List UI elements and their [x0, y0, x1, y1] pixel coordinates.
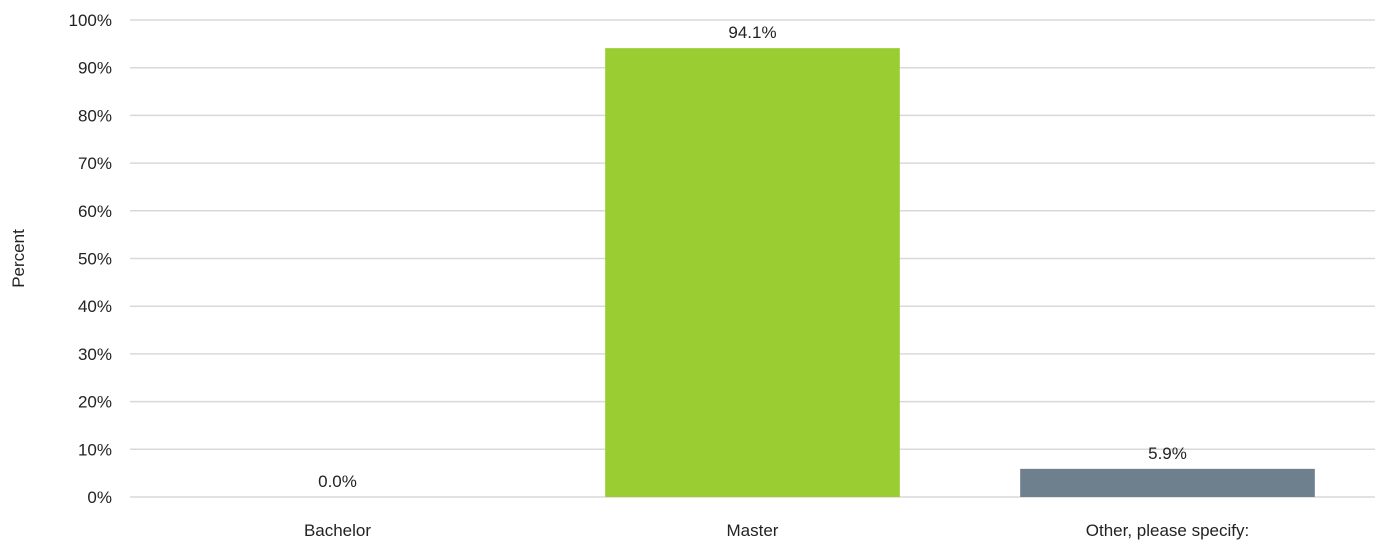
y-axis-title: Percent — [9, 229, 28, 288]
data-labels: 0.0% 94.1% 5.9% — [318, 23, 1187, 491]
y-tick-label: 70% — [78, 154, 112, 173]
bars — [605, 48, 1315, 497]
y-tick-label: 10% — [78, 440, 112, 459]
x-category-label: Master — [727, 521, 779, 540]
x-category-label: Other, please specify: — [1086, 521, 1249, 540]
y-tick-label: 50% — [78, 250, 112, 269]
x-category-label: Bachelor — [304, 521, 371, 540]
y-tick-label: 100% — [69, 11, 112, 30]
y-tick-label: 60% — [78, 202, 112, 221]
data-label: 94.1% — [728, 23, 776, 42]
y-tick-label: 80% — [78, 106, 112, 125]
y-tick-label: 90% — [78, 59, 112, 78]
y-axis-ticks: 0% 10% 20% 30% 40% 50% 60% 70% 80% 90% 100% — [69, 11, 112, 507]
data-label: 5.9% — [1148, 444, 1187, 463]
y-tick-label: 20% — [78, 393, 112, 412]
y-tick-label: 30% — [78, 345, 112, 364]
data-label: 0.0% — [318, 472, 357, 491]
bar-master — [605, 48, 900, 497]
y-tick-label: 40% — [78, 297, 112, 316]
bar-other-please-specify — [1020, 468, 1315, 497]
x-axis-categories: Bachelor Master Other, please specify: — [304, 521, 1249, 540]
y-tick-label: 0% — [87, 488, 112, 507]
